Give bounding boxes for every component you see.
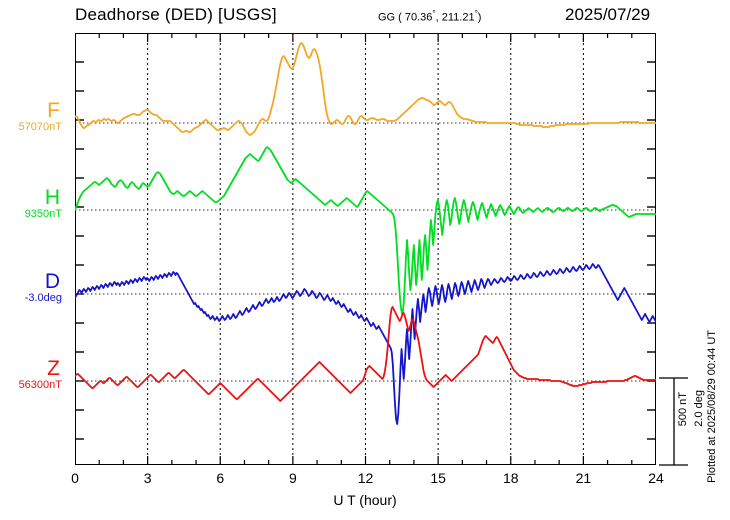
component-baseline-h: 9350nT	[24, 208, 62, 220]
component-label-f: F 57070nT	[0, 100, 66, 134]
observation-date: 2025/07/29	[565, 5, 651, 24]
component-symbol-d: D	[44, 270, 60, 293]
scale-bar	[659, 377, 688, 466]
component-baseline-z: 56300nT	[18, 379, 62, 391]
component-label-z: Z 56300nT	[0, 358, 66, 392]
x-tick-label-18: 18	[502, 470, 519, 486]
x-tick-label-3: 3	[143, 470, 152, 486]
degree-sign-lon: °	[474, 9, 478, 18]
component-symbol-h: H	[44, 186, 60, 209]
x-tick-label-24: 24	[648, 470, 664, 486]
x-tick-label-9: 9	[288, 470, 297, 486]
page-title: Deadhorse (DED) [USGS]	[75, 5, 277, 24]
component-symbol-z: Z	[47, 357, 60, 380]
component-baseline-f: 57070nT	[18, 121, 62, 133]
plotted-at-text: Plotted at 2025/08/29 00:44 UT	[706, 330, 718, 483]
component-baseline-d: -3.0deg	[24, 292, 62, 304]
x-tick-label-0: 0	[71, 470, 79, 486]
scale-bar-labels: 500 nT 2.0 deg	[677, 390, 705, 432]
x-tick-label-6: 6	[216, 470, 225, 486]
x-tick-label-12: 12	[357, 470, 374, 486]
x-tick-label-15: 15	[430, 470, 446, 486]
component-label-d: D -3.0deg	[0, 271, 66, 305]
component-symbol-f: F	[47, 99, 60, 122]
x-tick-label-21: 21	[575, 470, 592, 486]
coords-prefix: GG ( 70.36	[378, 11, 433, 24]
scale-bar-deg-label: 2.0 deg	[693, 390, 706, 427]
component-label-h: H 9350nT	[0, 187, 66, 221]
geographic-coordinates: GG ( 70.36°, 211.21°)	[378, 9, 481, 24]
degree-sign-lat: °	[432, 9, 436, 18]
plotted-at-timestamp: Plotted at 2025/08/29 00:44 UT	[706, 330, 718, 486]
coords-suffix: )	[477, 11, 482, 24]
x-axis-title: U T (hour)	[333, 492, 397, 508]
magnetogram-traces	[75, 33, 656, 465]
coords-mid: , 211.21	[435, 11, 475, 24]
scale-bar-nt-label: 500 nT	[677, 392, 689, 427]
